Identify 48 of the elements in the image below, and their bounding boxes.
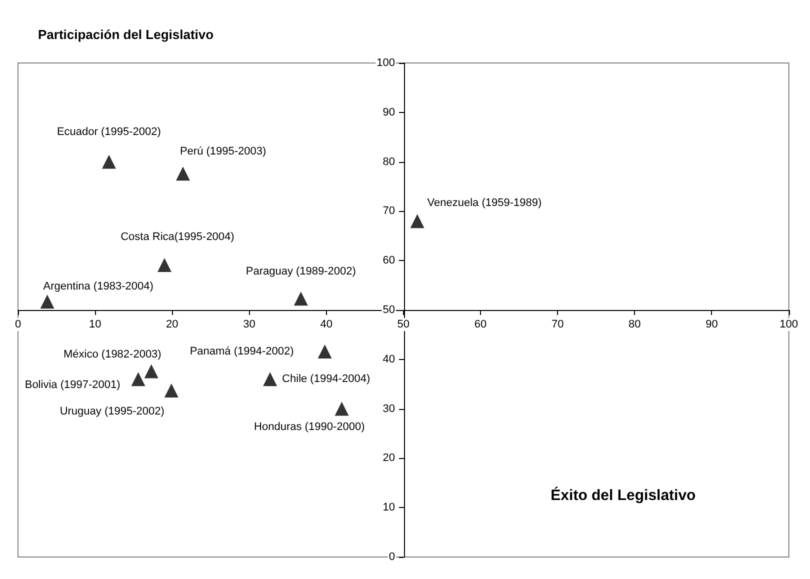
x-tick-label: 100 (780, 318, 798, 330)
y-tick-label: 30 (382, 402, 395, 415)
x-tick-label: 90 (706, 318, 718, 330)
point (157, 258, 172, 272)
y-axis-title: Participación del Legislativo (38, 27, 214, 42)
x-tick-label: 40 (320, 318, 332, 330)
y-tick-label: 70 (382, 205, 395, 218)
point (144, 364, 158, 378)
x-tick-label: 50 (397, 318, 410, 330)
x-tick-label: 80 (628, 318, 641, 330)
annotation: México (1982-2003) (64, 348, 162, 360)
annotation: Venezuela (1959-1989) (427, 197, 542, 210)
y-tick-label: 20 (382, 452, 395, 464)
x-tick-label: 60 (474, 318, 487, 330)
annotation: Uruguay (1995-2002) (60, 406, 164, 418)
y-tick-label: 60 (382, 254, 395, 267)
y-tick-label: 50 (382, 304, 395, 316)
annotation: Costa Rica(1995-2004) (120, 231, 234, 244)
point (294, 292, 308, 306)
y-tick-label: 40 (382, 353, 395, 366)
annotation: Honduras (1990-2000) (254, 420, 365, 433)
point (131, 372, 146, 386)
x-axis-title: Éxito del Legislativo (550, 486, 696, 504)
y-tick-label: 100 (376, 57, 395, 69)
annotation: Panamá (1994-2002) (190, 345, 294, 358)
annotation: Perú (1995-2003) (180, 146, 266, 158)
annotation: Bolivia (1997-2001) (24, 379, 120, 392)
y-tick-label: 0 (388, 551, 395, 563)
y-tick-label: 90 (382, 106, 395, 118)
annotation: Paraguay (1989-2002) (246, 266, 356, 278)
point (176, 166, 190, 181)
annotation: Argentina (1983-2004) (43, 280, 154, 293)
x-tick-label: 30 (243, 318, 256, 330)
point (334, 402, 349, 416)
x-tick-label: 10 (88, 318, 102, 330)
annotation: Chile (1994-2004) (282, 373, 370, 386)
point (318, 344, 332, 358)
x-tick-label: 0 (14, 318, 22, 330)
y-tick-label: 10 (382, 502, 395, 514)
y-tick-label: 80 (382, 156, 395, 168)
point (263, 372, 278, 386)
point (40, 294, 54, 309)
annotation: Ecuador (1995-2002) (56, 126, 161, 138)
point (164, 384, 178, 398)
point (102, 154, 116, 169)
x-tick-label: 20 (166, 318, 178, 330)
x-tick-label: 70 (551, 318, 564, 330)
point (410, 214, 424, 228)
